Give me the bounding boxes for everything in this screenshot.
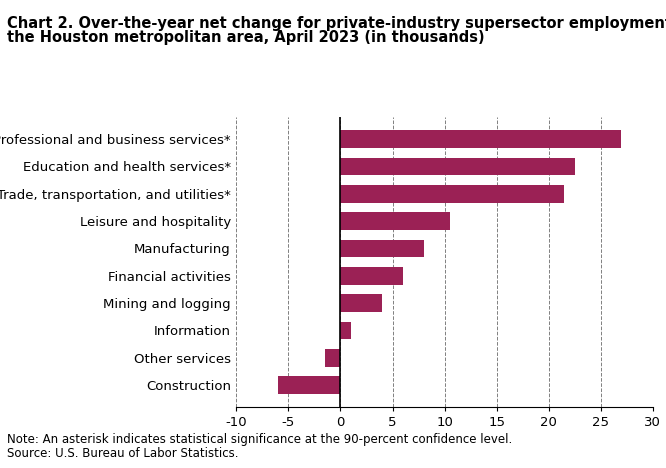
Bar [340,267,403,285]
Text: the Houston metropolitan area, April 2023 (in thousands): the Houston metropolitan area, April 202… [7,30,484,45]
Bar [278,376,340,394]
Text: Chart 2. Over-the-year net change for private-industry supersector employment in: Chart 2. Over-the-year net change for pr… [7,16,666,31]
Bar [340,212,450,230]
Text: Note: An asterisk indicates statistical significance at the 90-percent confidenc: Note: An asterisk indicates statistical … [7,433,512,446]
Bar [325,349,340,366]
Bar [340,294,382,312]
Bar [340,185,564,203]
Bar [340,322,351,339]
Bar [340,158,575,176]
Bar [340,130,621,148]
Bar [340,240,424,257]
Text: Source: U.S. Bureau of Labor Statistics.: Source: U.S. Bureau of Labor Statistics. [7,447,238,460]
